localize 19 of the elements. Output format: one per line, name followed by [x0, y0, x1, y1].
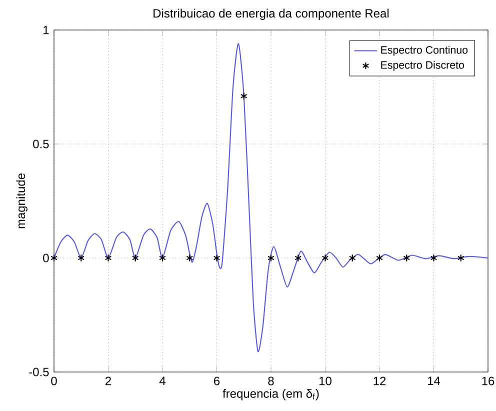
- line-series: [54, 43, 488, 352]
- x-tick-label: 2: [106, 376, 111, 386]
- y-tick-label: -0.5: [29, 368, 49, 376]
- legend-label: Espectro Continuo: [381, 46, 468, 56]
- x-tick-label: 4: [159, 376, 166, 385]
- y-tick-label: 1: [44, 26, 49, 34]
- x-tick-label: 0: [51, 376, 57, 386]
- x-tick-label: 14: [428, 376, 440, 385]
- y-tick-label: 0: [43, 254, 49, 262]
- legend-label: Espectro Discreto: [381, 60, 464, 71]
- x-tick-label: 12: [374, 376, 386, 386]
- x-tick-label: 8: [268, 376, 274, 386]
- chart-title: Distribuicao de energia da componente Real: [154, 8, 389, 20]
- x-tick-label: 10: [320, 376, 332, 386]
- x-tick-label: 16: [482, 376, 494, 386]
- x-axis-title: frequencia (em δ$_{f}$): [222, 389, 319, 400]
- y-axis-title: magnitude: [16, 174, 28, 228]
- y-tick-label: 0.5: [33, 140, 49, 148]
- x-tick-label: 6: [214, 376, 220, 386]
